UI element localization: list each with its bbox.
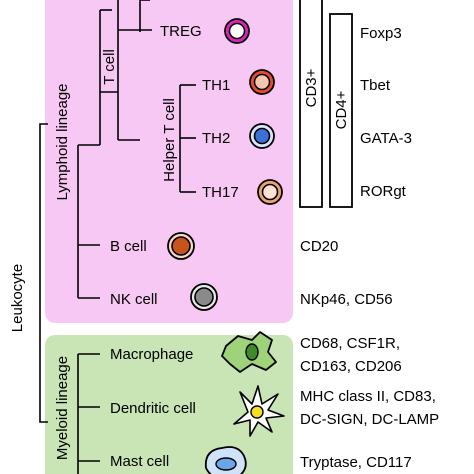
th2-label: TH2 [202, 130, 230, 147]
nk-cell-icon [190, 283, 218, 311]
myeloid-lineage-label: Myeloid lineage [54, 356, 71, 460]
marker-rorgt: RORgt [360, 183, 407, 200]
dendritic-cell-icon [233, 385, 285, 437]
macrophage-label: Macrophage [110, 346, 193, 363]
cd3-label: CD3+ [303, 68, 320, 107]
myeloid-lineage-panel [45, 335, 293, 474]
cd4-label: CD4+ [333, 90, 350, 129]
b-cell-label: B cell [110, 238, 147, 255]
dendritic-cell-label: Dendritic cell [110, 400, 196, 417]
treg-label: TREG [160, 23, 202, 40]
th17-label: TH17 [202, 184, 239, 201]
myeloid-tree-lines [77, 353, 100, 474]
marker-foxp3: Foxp3 [360, 25, 402, 42]
marker-gata3: GATA-3 [360, 130, 412, 147]
b-cell-icon [167, 232, 195, 260]
marker-cd20: CD20 [300, 238, 338, 255]
mast-cell-icon [204, 446, 247, 474]
marker-tbet: Tbet [360, 77, 391, 94]
cd4-bracket-box [329, 13, 353, 208]
helper-t-cell-label: Helper T cell [161, 98, 178, 182]
marker-dendritic-1: MHC class II, CD83, [300, 388, 436, 405]
th17-cell-icon [257, 179, 283, 205]
lymphoid-tree-lines [77, 0, 196, 299]
nk-cell-label: NK cell [110, 291, 158, 308]
marker-mast: Tryptase, CD117 [300, 454, 412, 471]
leukocyte-label: Leukocyte [9, 264, 26, 332]
cd3-bracket-box [299, 0, 323, 208]
th1-cell-icon [249, 69, 275, 95]
marker-nk: NKp46, CD56 [300, 291, 393, 308]
th1-label: TH1 [202, 77, 230, 94]
leukocyte-bracket [39, 123, 48, 423]
marker-dendritic-2: DC-SIGN, DC-LAMP [300, 411, 439, 428]
mast-cell-label: Mast cell [110, 453, 169, 470]
th2-cell-icon [249, 123, 275, 149]
t-cell-label: T cell [101, 49, 118, 85]
marker-macrophage-2: CD163, CD206 [300, 358, 402, 375]
lymphoid-lineage-panel [45, 0, 293, 323]
macrophage-icon [221, 331, 277, 373]
lymphoid-lineage-label: Lymphoid lineage [54, 83, 71, 200]
marker-macrophage-1: CD68, CSF1R, [300, 335, 400, 352]
treg-cell-icon [224, 18, 250, 44]
